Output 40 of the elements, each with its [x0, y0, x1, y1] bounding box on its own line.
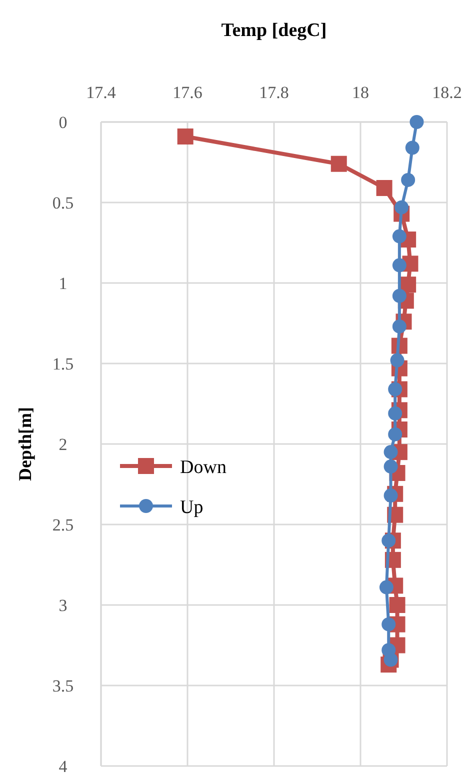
x-tick-label: 18: [352, 83, 369, 102]
y-tick-label: 2.5: [52, 516, 74, 534]
y-axis-title: Depth[m]: [15, 407, 35, 481]
x-tick-label: 17.4: [86, 83, 116, 102]
point: [410, 115, 424, 129]
legend-label: Down: [180, 457, 227, 478]
point: [379, 580, 394, 594]
point: [384, 488, 398, 503]
point: [376, 180, 392, 196]
point: [388, 382, 402, 396]
point: [384, 460, 398, 474]
point: [384, 445, 398, 460]
point: [392, 319, 406, 334]
y-tick-label: 3.5: [52, 676, 74, 696]
point: [177, 128, 194, 144]
point: [392, 258, 406, 272]
x-tick-label: 18.2: [432, 83, 462, 102]
point: [330, 156, 347, 172]
point: [382, 534, 396, 548]
y-tick-label: 0.5: [52, 194, 74, 212]
point: [405, 140, 420, 155]
point: [388, 427, 402, 442]
point: [382, 617, 396, 632]
point: [394, 200, 409, 214]
chart-title: Temp [degC]: [221, 20, 327, 41]
y-tick-label: 1: [58, 274, 68, 293]
x-tick-label: 17.6: [172, 83, 202, 102]
point: [390, 353, 404, 368]
x-tick-label: 17.8: [259, 83, 289, 102]
point: [388, 406, 402, 420]
y-tick-label: 4: [58, 757, 68, 774]
legend-label: Up: [180, 497, 204, 518]
y-tick-label: 0: [58, 113, 68, 132]
y-tick-label: 3: [58, 596, 68, 615]
point: [389, 597, 406, 613]
point: [392, 288, 406, 303]
y-tick-label: 1.5: [52, 354, 74, 374]
point: [392, 229, 406, 244]
y-tick-label: 2: [58, 435, 68, 454]
point: [401, 172, 416, 187]
